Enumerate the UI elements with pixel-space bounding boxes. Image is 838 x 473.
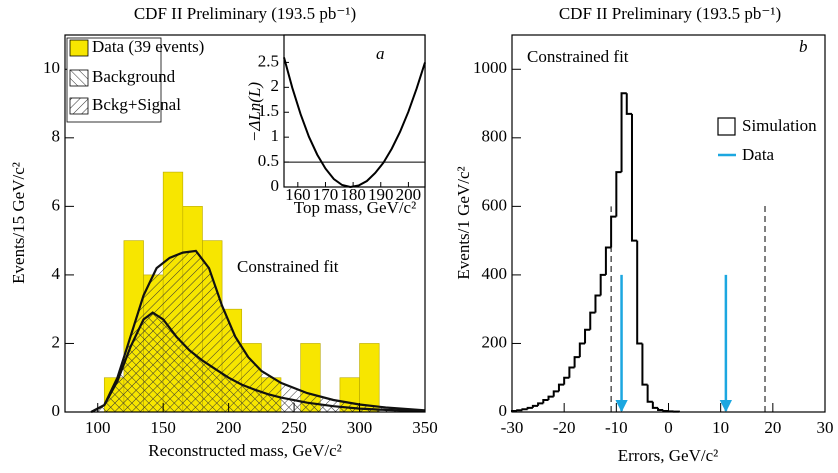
histogram-step [646, 384, 653, 403]
histogram-step [531, 404, 539, 408]
x-tick-label: 20 [764, 418, 781, 437]
legend-swatch [717, 117, 736, 136]
histogram-step [662, 409, 669, 412]
curve-area [91, 312, 425, 412]
x-axis-label: Top mass, GeV/c² [294, 198, 416, 217]
legend-label: Simulation [742, 116, 817, 135]
x-tick-label: 200 [396, 185, 422, 204]
x-tick-label: 10 [712, 418, 729, 437]
x-axis-label: Reconstructed mass, GeV/c² [148, 441, 341, 460]
curve [90, 311, 426, 413]
y-tick-label: 6 [52, 195, 61, 214]
panel-letter: a [376, 44, 385, 63]
histogram-step [552, 390, 559, 397]
histogram-step [594, 294, 601, 313]
histogram-step [636, 240, 643, 345]
likelihood-curve [283, 57, 426, 189]
y-tick-label: 10 [43, 58, 60, 77]
histogram-step [521, 408, 528, 411]
histogram-step [657, 407, 664, 411]
histogram-step [604, 246, 612, 275]
chart-title: CDF II Preliminary (193.5 pb⁻¹) [559, 4, 781, 23]
histogram-step [584, 328, 591, 344]
y-tick-label: 0 [52, 401, 61, 420]
x-tick-label: -20 [553, 418, 576, 437]
y-axis-label: Events/15 GeV/c² [9, 162, 28, 284]
legend-swatch [69, 69, 89, 87]
chart-title: CDF II Preliminary (193.5 pb⁻¹) [134, 4, 356, 23]
y-tick-label: 4 [52, 264, 61, 283]
histogram-step [568, 366, 575, 378]
bar [359, 343, 380, 413]
y-axis-label: Events/1 GeV/c² [454, 166, 473, 279]
y-tick-label: 2 [52, 332, 61, 351]
histogram-step [641, 343, 648, 386]
x-tick-label: 100 [85, 418, 111, 437]
x-tick-label: 0 [664, 418, 673, 437]
y-tick-label: 2.5 [258, 51, 279, 70]
legend-label: Data (39 events) [92, 37, 204, 56]
histogram-step [557, 383, 565, 392]
histogram-step [589, 311, 596, 330]
annotation: Constrained fit [237, 257, 339, 276]
x-tick-label: 300 [347, 418, 373, 437]
y-axis-label: −ΔLn(L) [245, 82, 264, 143]
inset-background [284, 35, 425, 187]
histogram-step [630, 113, 638, 242]
y-tick-label: 800 [482, 127, 508, 146]
histogram-step [625, 93, 632, 115]
y-tick-label: 0.5 [258, 151, 279, 170]
histogram-step [578, 342, 586, 358]
y-tick-label: 1000 [473, 58, 507, 77]
y-tick-label: 1.5 [258, 101, 279, 120]
histogram-step [651, 401, 659, 409]
histogram-step [547, 395, 554, 401]
x-tick-label: -30 [501, 418, 524, 437]
y-tick-label: 0 [271, 176, 280, 195]
x-tick-label: 160 [285, 185, 311, 204]
histogram-step [537, 402, 544, 406]
annotation: Constrained fit [527, 47, 629, 66]
y-tick-label: 2 [271, 76, 280, 95]
histogram-step [573, 356, 580, 368]
y-tick-label: 1 [271, 126, 280, 145]
legend-label: Background [92, 67, 176, 86]
y-tick-label: 400 [482, 264, 508, 283]
x-tick-label: 180 [340, 185, 366, 204]
histogram-step [610, 215, 617, 248]
panel-letter: b [799, 37, 808, 56]
curve [90, 249, 426, 413]
x-tick-label: 150 [150, 418, 176, 437]
histogram-step [542, 399, 549, 404]
x-tick-label: 170 [313, 185, 339, 204]
x-tick-label: 200 [216, 418, 242, 437]
histogram-step [620, 92, 627, 173]
plot-frame [64, 34, 426, 413]
histogram-step [516, 409, 523, 412]
x-tick-label: -10 [605, 418, 628, 437]
x-tick-label: 190 [368, 185, 394, 204]
legend-swatch [69, 39, 89, 57]
plot-frame [283, 34, 426, 188]
legend-label: Bckg+Signal [92, 95, 181, 114]
y-tick-label: 600 [482, 195, 508, 214]
x-tick-label: 350 [412, 418, 438, 437]
legend-label: Data [742, 145, 775, 164]
legend-swatch [69, 97, 89, 115]
histogram-step [563, 376, 570, 385]
x-tick-label: 250 [281, 418, 307, 437]
plot-frame [511, 34, 826, 413]
histogram-step [615, 171, 622, 217]
histogram-step [599, 273, 606, 296]
y-tick-label: 8 [52, 127, 61, 146]
x-axis-label: Errors, GeV/c² [618, 446, 718, 465]
y-tick-label: 200 [482, 332, 508, 351]
x-tick-label: 30 [817, 418, 834, 437]
histogram-step [526, 406, 533, 410]
y-tick-label: 0 [499, 401, 508, 420]
